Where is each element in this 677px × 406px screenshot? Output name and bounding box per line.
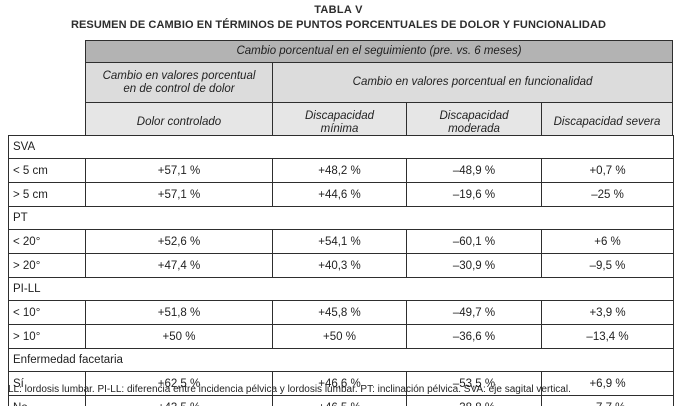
value-cell: –30,9 % [406,253,542,278]
section-label: SVA [7,135,675,159]
table-title: TABLA V [314,4,363,16]
table-row: > 20° +47,4 % +40,3 % –30,9 % –9,5 % [8,253,675,278]
value-cell: +51,8 % [85,300,273,325]
value-cell: +6,9 % [540,371,675,396]
table-row: Sí +62,5 % +46,6 % –53,5 % +6,9 % [8,371,675,396]
row-label: > 20° [8,253,86,278]
body-table: SVA < 5 cm +57,1 % +48,2 % –48,9 % +0,7 % > 5 … [7,135,675,406]
value-cell: –38,8 % [406,395,542,406]
top-header-cell: Cambio porcentual en el seguimiento (pre… [84,40,674,63]
value-cell: +50 % [272,324,407,349]
value-cell: +57,1 % [85,182,273,207]
group-header-pain: Cambio en valores porcentual en de contr… [85,62,273,103]
section-label: PT [7,206,675,230]
value-cell: +3,9 % [540,300,675,325]
value-cell: +6 % [540,229,675,254]
row-label: Sí [8,371,86,396]
value-cell: +40,3 % [272,253,407,278]
row-label: No [8,395,86,406]
table-row: < 20° +52,6 % +54,1 % –60,1 % +6 % [8,229,675,254]
value-cell: –13,4 % [540,324,675,349]
row-label: < 10° [8,300,86,325]
header-table: Cambio porcentual en el seguimiento (pre… [84,40,674,143]
value-cell: +50 % [85,324,273,349]
value-cell: +62,5 % [85,371,273,396]
value-cell: –7,7 % [540,395,675,406]
value-cell: –36,6 % [406,324,542,349]
value-cell: +54,1 % [272,229,407,254]
value-cell: +43,5 % [85,395,273,406]
top-header-row: Cambio porcentual en el seguimiento (pre… [84,40,674,63]
section-row: Enfermedad facetaria [7,348,675,372]
group-header-function: Cambio en valores porcentual en funciona… [271,62,674,103]
value-cell: +45,8 % [272,300,407,325]
table-row: > 10° +50 % +50 % –36,6 % –13,4 % [8,324,675,349]
value-cell: +48,2 % [272,158,407,183]
value-cell: –48,9 % [406,158,542,183]
table-row: < 10° +51,8 % +45,8 % –49,7 % +3,9 % [8,300,675,325]
section-row: PT [7,206,675,230]
value-cell: –9,5 % [540,253,675,278]
value-cell: +44,6 % [272,182,407,207]
section-row: PI-LL [7,277,675,301]
value-cell: +46,5 % [272,395,407,406]
table-row: No+43,5 %+46,5 %–38,8 %–7,7 % [8,395,675,406]
table-subtitle: RESUMEN DE CAMBIO EN TÉRMINOS DE PUNTOS … [70,19,607,31]
table-row: > 5 cm +57,1 % +44,6 % –19,6 % –25 % [8,182,675,207]
value-cell: –19,6 % [406,182,542,207]
section-row: SVA [7,135,675,159]
row-label: < 20° [8,229,86,254]
value-cell: –53,5 % [406,371,542,396]
value-cell: –25 % [540,182,675,207]
value-cell: +47,4 % [85,253,273,278]
footnote: LL: lordosis lumbar. PI-LL: diferencia e… [8,384,571,395]
row-label: < 5 cm [8,158,86,183]
value-cell: +52,6 % [85,229,273,254]
value-cell: –60,1 % [406,229,542,254]
row-label: > 5 cm [8,182,86,207]
row-label: > 10° [8,324,86,349]
value-cell: +57,1 % [85,158,273,183]
section-label: PI-LL [7,277,675,301]
section-label: Enfermedad facetaria [7,348,675,372]
table-row: < 5 cm +57,1 % +48,2 % –48,9 % +0,7 % [8,158,675,183]
value-cell: +0,7 % [540,158,675,183]
value-cell: –49,7 % [406,300,542,325]
group-header-row: Cambio en valores porcentual en de contr… [85,62,674,103]
value-cell: +46,6 % [272,371,407,396]
